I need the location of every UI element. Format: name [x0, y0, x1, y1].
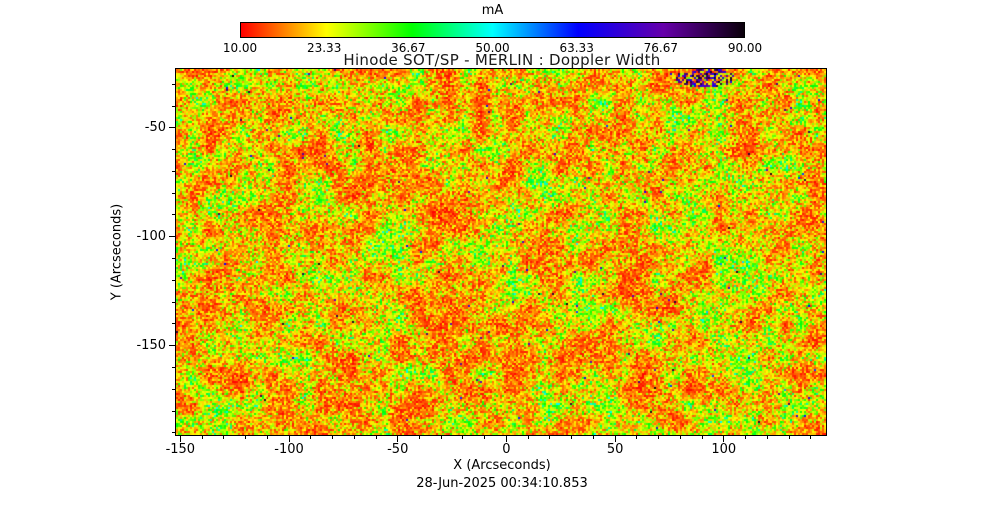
colorbar-gradient: [240, 22, 745, 38]
y-minor-tick-mark: [172, 83, 175, 85]
x-minor-tick-mark: [245, 436, 247, 439]
heatmap-canvas: [176, 69, 826, 435]
x-minor-tick-mark: [701, 436, 703, 439]
x-minor-tick-mark: [766, 436, 768, 439]
colorbar-unit-label: mA: [481, 3, 504, 18]
y-minor-tick-mark: [172, 301, 175, 303]
x-tick-label: 50: [606, 442, 624, 457]
x-minor-tick-mark: [571, 436, 573, 439]
y-tick-mark: [169, 345, 175, 347]
x-minor-tick-mark: [592, 436, 594, 439]
y-minor-tick-mark: [172, 170, 175, 172]
y-tick-mark: [169, 236, 175, 238]
x-tick-mark: [397, 436, 399, 442]
y-tick-label: -100: [136, 228, 166, 244]
y-minor-tick-mark: [172, 323, 175, 325]
x-minor-tick-mark: [810, 436, 812, 439]
colorbar-tick-label: 36.67: [391, 41, 426, 55]
y-minor-tick-mark: [172, 149, 175, 151]
x-minor-tick-mark: [375, 436, 377, 439]
x-minor-tick-mark: [223, 436, 225, 439]
x-minor-tick-mark: [201, 436, 203, 439]
x-minor-tick-mark: [745, 436, 747, 439]
x-minor-tick-mark: [418, 436, 420, 439]
colorbar-tick-label: 90.00: [727, 41, 763, 55]
y-minor-tick-mark: [172, 432, 175, 434]
x-tick-mark: [723, 436, 725, 442]
y-minor-tick-mark: [172, 214, 175, 216]
chart-title: Hinode SOT/SP - MERLIN : Doppler Width: [343, 51, 661, 69]
plot-frame: [175, 68, 827, 436]
y-minor-tick-mark: [172, 410, 175, 412]
x-minor-tick-mark: [310, 436, 312, 439]
x-axis-label: X (Arcseconds): [453, 458, 551, 473]
y-minor-tick-mark: [172, 388, 175, 390]
colorbar-tick-label: 63.33: [559, 41, 594, 55]
x-tick-label: -150: [165, 442, 196, 457]
x-tick-mark: [614, 436, 616, 442]
y-minor-tick-mark: [172, 279, 175, 281]
colorbar-tick-label: 23.33: [306, 41, 342, 55]
y-tick-label: -50: [144, 119, 166, 135]
x-minor-tick-mark: [266, 436, 268, 439]
x-minor-tick-mark: [484, 436, 486, 439]
y-minor-tick-mark: [172, 258, 175, 260]
timestamp-caption: 28-Jun-2025 00:34:10.853: [416, 476, 588, 491]
colorbar-tick-label: 10.00: [222, 41, 258, 55]
x-minor-tick-mark: [462, 436, 464, 439]
x-tick-mark: [179, 436, 181, 442]
y-minor-tick-mark: [172, 366, 175, 368]
y-tick-mark: [169, 127, 175, 129]
x-minor-tick-mark: [636, 436, 638, 439]
x-tick-mark: [288, 436, 290, 442]
colorbar-tick-label: 76.67: [643, 41, 679, 55]
x-tick-label: -50: [387, 442, 409, 457]
y-minor-tick-mark: [172, 105, 175, 107]
y-axis-label: Y (Arcseconds): [109, 203, 125, 301]
x-tick-label: 0: [502, 442, 511, 457]
x-minor-tick-mark: [440, 436, 442, 439]
x-minor-tick-mark: [353, 436, 355, 439]
x-tick-label: -100: [274, 442, 304, 457]
y-tick-label: -150: [136, 337, 166, 353]
x-minor-tick-mark: [332, 436, 334, 439]
colorbar-tick-label: 50.00: [475, 41, 510, 55]
x-minor-tick-mark: [527, 436, 529, 439]
x-tick-mark: [505, 436, 507, 442]
x-minor-tick-mark: [679, 436, 681, 439]
x-minor-tick-mark: [658, 436, 660, 439]
x-tick-label: 100: [711, 442, 737, 457]
x-minor-tick-mark: [549, 436, 551, 439]
y-minor-tick-mark: [172, 192, 175, 194]
x-minor-tick-mark: [788, 436, 790, 439]
